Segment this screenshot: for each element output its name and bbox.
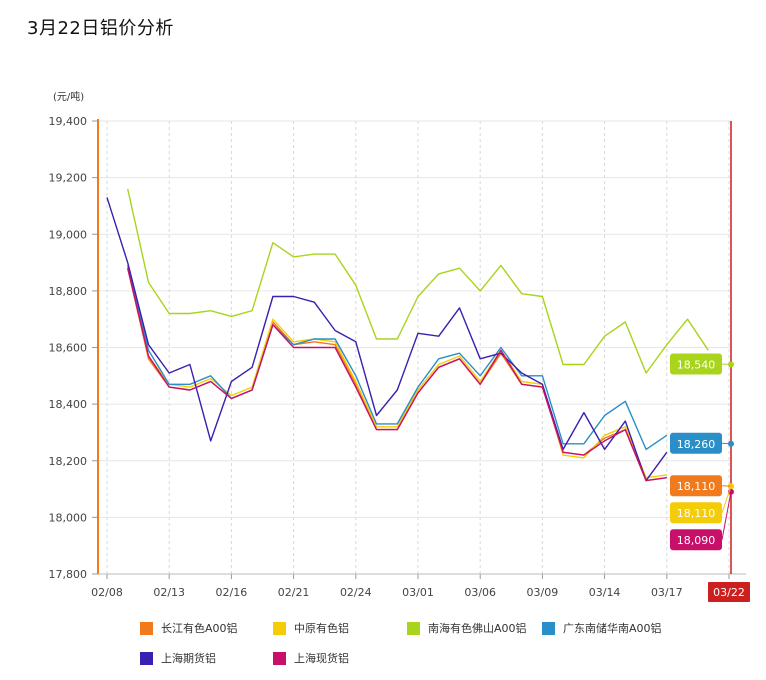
end-value-label: 18,540 — [677, 358, 716, 371]
y-tick-label: 18,000 — [49, 511, 88, 524]
series-layer — [106, 188, 709, 482]
label-layer: 18,110 18,110 18,540 18,260 18,090 — [670, 353, 734, 551]
x-tick-label: 03/17 — [651, 586, 683, 599]
end-value-box — [670, 475, 722, 497]
x-tick-label: 03/14 — [589, 586, 621, 599]
end-value-label: 18,090 — [677, 534, 716, 547]
x-tick-label: 03/06 — [464, 586, 496, 599]
legend-label: 中原有色铝 — [294, 622, 349, 635]
end-value-box — [670, 432, 722, 454]
end-label-connector — [721, 485, 732, 487]
legend-item: 上海现货铝 — [273, 650, 349, 666]
legend-item: 南海有色佛山A00铝 — [407, 620, 527, 636]
legend-swatch — [407, 621, 420, 635]
end-value-label: 18,110 — [677, 507, 716, 520]
end-label-connector — [721, 442, 732, 445]
legend-swatch — [273, 621, 286, 635]
legend-label: 长江有色A00铝 — [161, 622, 238, 635]
legend-label: 上海现货铝 — [294, 652, 349, 665]
legend-item: 中原有色铝 — [273, 620, 349, 636]
series-line — [127, 188, 709, 374]
y-tick-label: 18,600 — [49, 342, 88, 355]
series-line — [127, 265, 667, 479]
x-tick-label: 02/21 — [278, 586, 310, 599]
y-tick-label: 18,200 — [49, 455, 88, 468]
end-label-connector — [721, 491, 732, 540]
series-line — [127, 265, 668, 451]
x-tick-label: 03/09 — [527, 586, 559, 599]
end-value-label: 18,260 — [677, 438, 716, 451]
x-tick-label: 02/08 — [91, 586, 123, 599]
legend-item: 广东南储华南A00铝 — [542, 620, 662, 636]
x-tick-label: 02/13 — [153, 586, 185, 599]
end-label-connector — [721, 363, 732, 365]
y-tick-label: 19,000 — [49, 228, 88, 241]
legend-swatch — [273, 651, 286, 665]
series-line — [106, 197, 668, 482]
page-title: 3月22日铝价分析 — [27, 18, 174, 39]
end-label-connector — [721, 486, 732, 513]
axis-layer: 17,800 18,000 18,200 18,400 18,600 18,800 19,0… — [49, 90, 750, 602]
legend-label: 上海期货铝 — [161, 652, 216, 665]
legend-label: 南海有色佛山A00铝 — [428, 622, 527, 635]
x-tick-label-highlight: 03/22 — [713, 586, 745, 599]
legend-item: 长江有色A00铝 — [140, 620, 238, 636]
y-tick-label: 18,800 — [49, 285, 88, 298]
legend-swatch — [542, 621, 555, 635]
y-tick-label: 17,800 — [49, 568, 88, 581]
legend-label: 广东南储华南A00铝 — [563, 622, 662, 635]
end-value-box — [670, 529, 722, 551]
legend-swatch — [140, 621, 153, 635]
y-tick-label: 18,400 — [49, 398, 88, 411]
y-tick-label: 19,200 — [49, 172, 88, 185]
x-highlight-box — [708, 582, 750, 602]
x-tick-label: 02/24 — [340, 586, 372, 599]
end-value-box — [670, 353, 722, 375]
x-tick-label: 03/01 — [402, 586, 434, 599]
series-line — [127, 268, 667, 482]
series-line — [127, 268, 667, 482]
end-value-label: 18,110 — [677, 480, 716, 493]
x-tick-label: 02/16 — [216, 586, 248, 599]
y-tick-label: 19,400 — [49, 115, 88, 128]
legend-swatch — [140, 651, 153, 665]
end-value-box — [670, 502, 722, 524]
y-axis-unit: (元/吨) — [53, 90, 84, 103]
legend-item: 上海期货铝 — [140, 650, 216, 666]
